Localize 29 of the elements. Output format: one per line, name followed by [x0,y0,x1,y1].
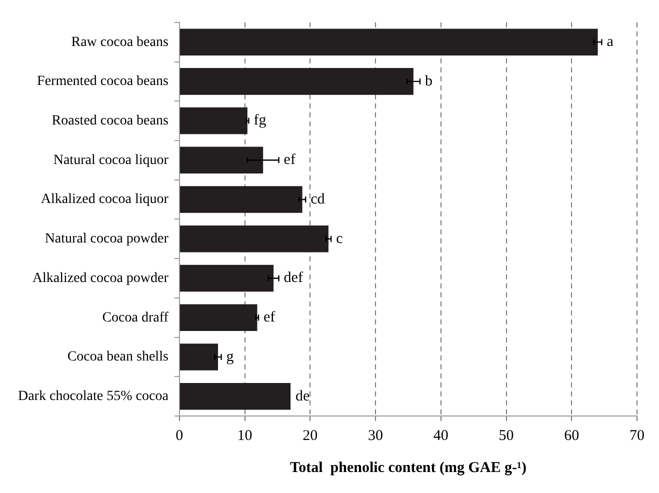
y-tick-label: Fermented cocoa beans [37,74,168,90]
x-tick-label: 70 [630,428,644,444]
y-tick-label: Roasted cocoa beans [52,113,168,128]
annotation: ef [264,310,276,326]
x-tick-label: 0 [176,428,184,444]
annotation: a [606,34,614,50]
annotation: ef [284,152,296,168]
annotation: fg [254,112,267,129]
x-tick-label: 50 [498,428,514,444]
x-tick-label: 60 [564,428,580,444]
y-tick-label: Cocoa bean shells [67,350,168,365]
y-tick-label: Cocoa draff [102,310,169,326]
annotation: de [296,388,310,404]
y-tick-label: Dark chocolate 55% cocoa [18,388,170,404]
annotation: cd [310,191,326,208]
y-tick-label: Natural cocoa powder [44,232,169,247]
annotation: def [284,270,303,286]
y-tick-label: Alkalized cocoa liquor [40,192,169,208]
annotation: b [424,73,432,90]
x-tick-label: 30 [368,428,384,444]
x-tick-label: 10 [237,428,252,444]
y-tick-label: Alkalized cocoa powder [32,270,169,286]
y-tick-label: Raw cocoa beans [71,34,168,50]
x-tick-label: 40 [433,428,448,444]
x-tick-label: 20 [302,428,318,444]
annotation: g [226,348,234,365]
annotation: c [336,230,344,247]
x-axis-title: Total phenolic content (mg GAE g-¹) [290,460,526,476]
y-tick-label: Natural cocoa liquor [53,152,169,168]
